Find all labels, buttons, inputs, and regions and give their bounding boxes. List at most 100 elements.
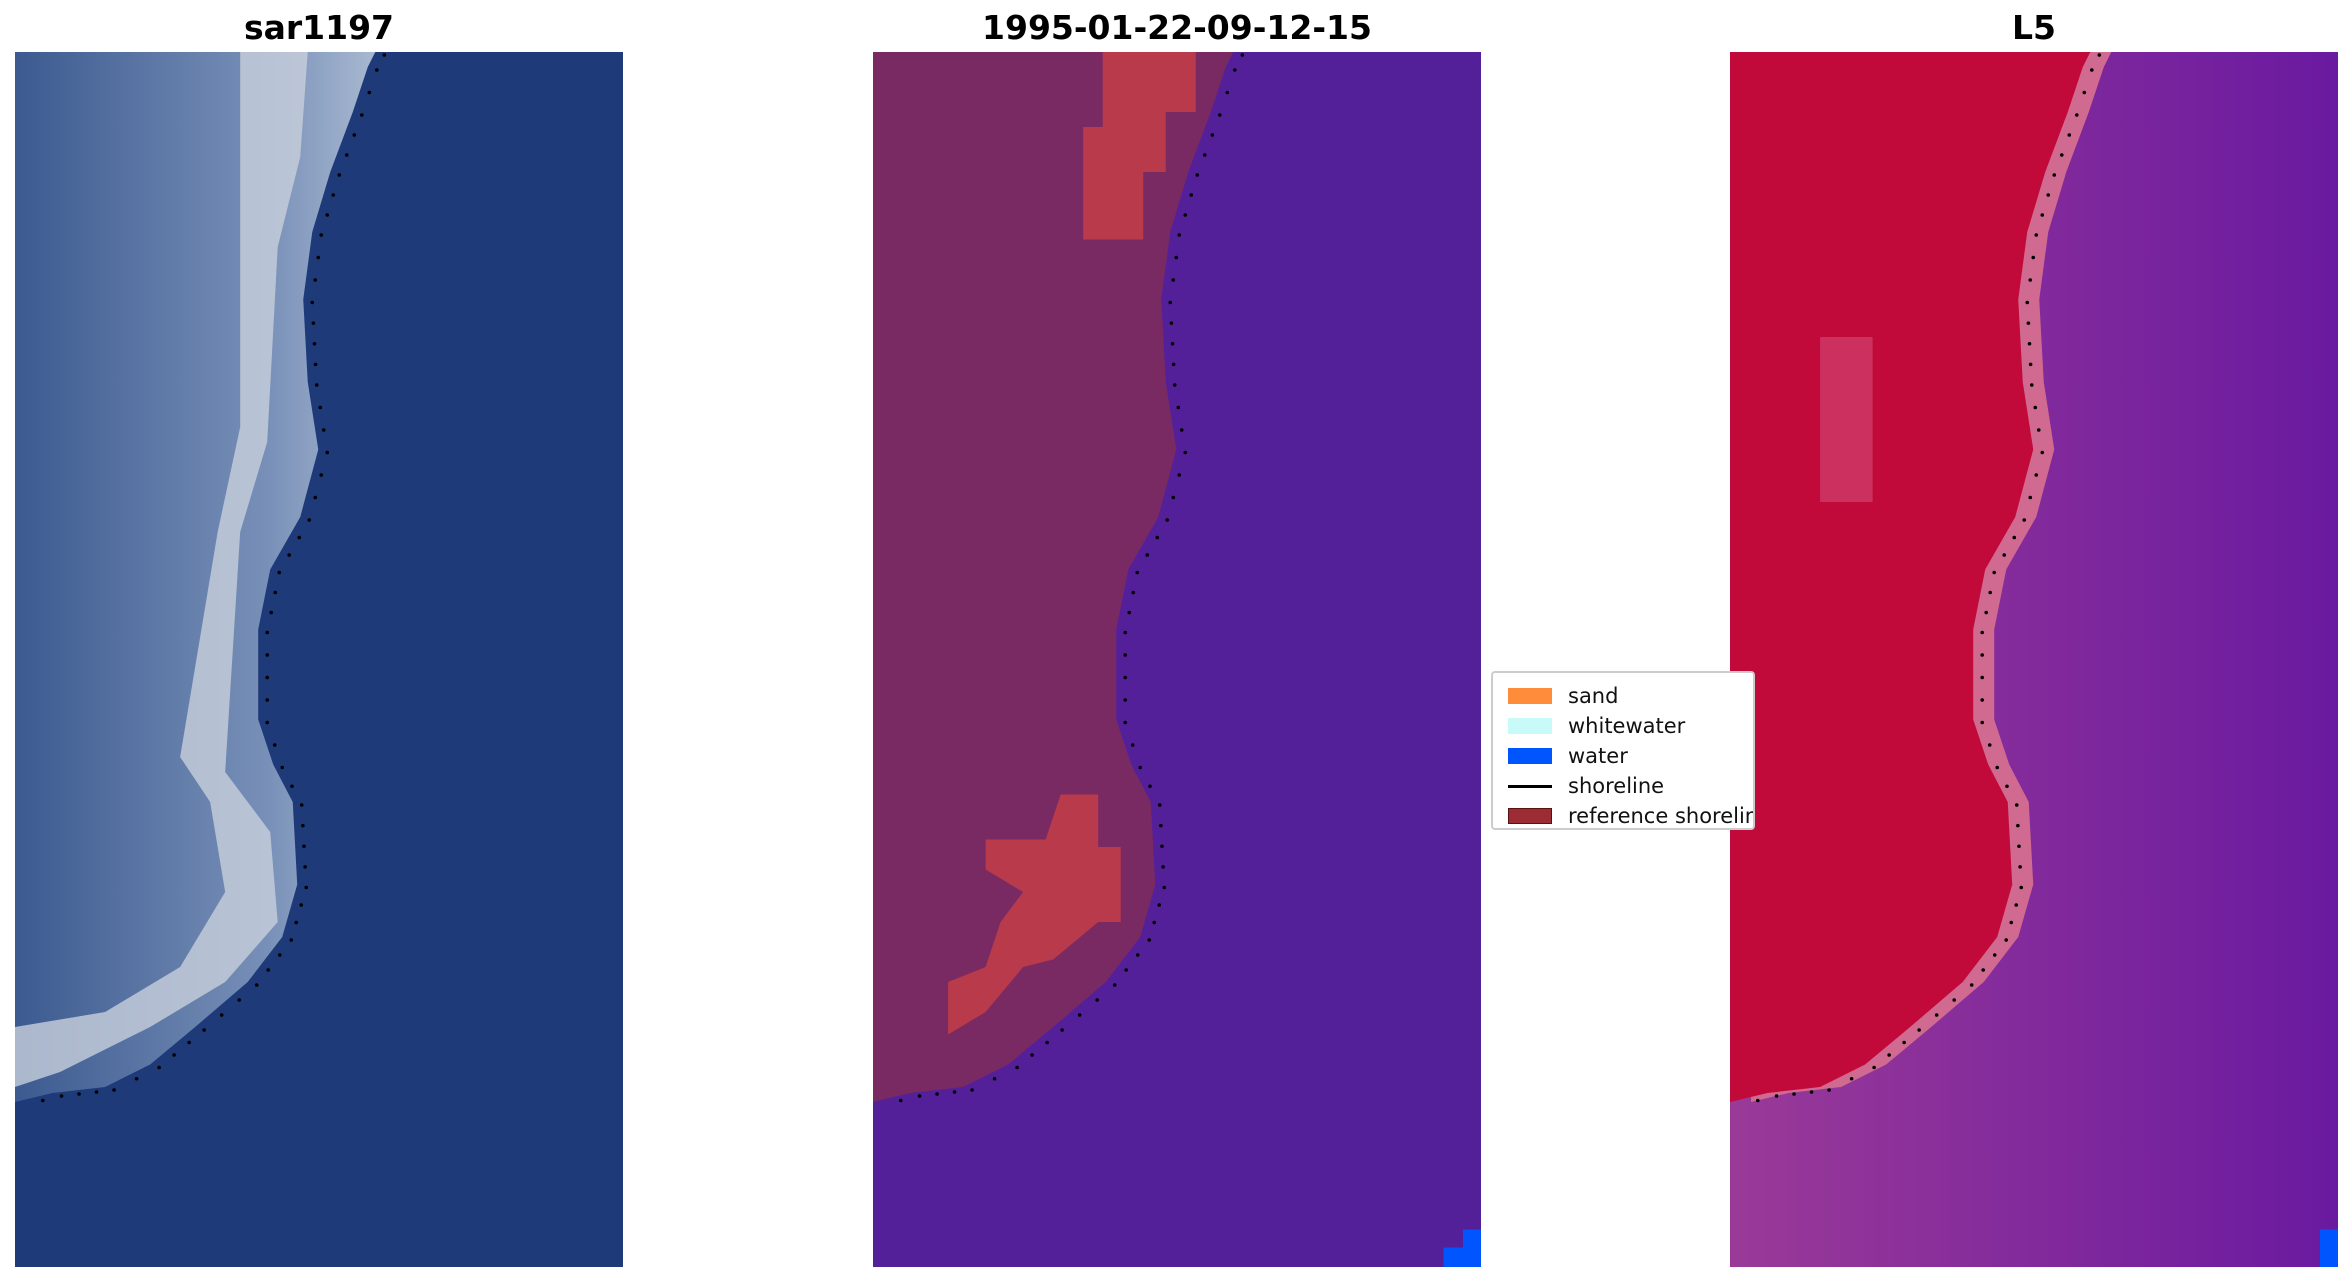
shoreline-point (1969, 983, 1974, 987)
shoreline-point (337, 173, 342, 177)
shoreline-point (1077, 1013, 1082, 1017)
shoreline-point (917, 1094, 922, 1098)
shoreline-point (265, 675, 270, 680)
shoreline-point (307, 518, 312, 522)
shoreline-point (1123, 630, 1128, 635)
shoreline-point (1030, 1053, 1034, 1057)
shoreline-point (2034, 473, 2039, 477)
shoreline-point (2031, 255, 2036, 260)
shoreline-point (269, 610, 274, 615)
shoreline-point (1849, 1076, 1854, 1081)
land-area (873, 52, 1234, 1102)
shoreline-point (2040, 450, 2045, 455)
shoreline-point (1217, 113, 1222, 117)
shoreline-point (1183, 450, 1188, 455)
shoreline-point (1179, 428, 1184, 432)
shoreline-point (325, 213, 330, 217)
shoreline-point (1130, 743, 1135, 747)
shoreline-point (1168, 300, 1173, 305)
shoreline-point (1952, 998, 1956, 1002)
shoreline-point (303, 865, 307, 869)
shoreline-point (952, 1090, 957, 1094)
shoreline-point (2067, 133, 2072, 137)
shoreline-point (2025, 300, 2030, 305)
shoreline-point (254, 983, 259, 987)
whitewater-swatch (1508, 718, 1552, 734)
shoreline-point (352, 133, 357, 137)
shoreline-point (1774, 1094, 1779, 1098)
sand-swatch (1508, 688, 1552, 704)
shoreline-point (265, 698, 270, 702)
shoreline-point (1123, 675, 1128, 680)
shoreline-point (1162, 885, 1167, 890)
shoreline-point (1240, 53, 1245, 57)
shoreline-point (1195, 173, 1200, 177)
shoreline-point (219, 1013, 224, 1017)
shoreline-point (1157, 803, 1162, 807)
shoreline-point (1987, 743, 1992, 747)
shoreline-line-swatch (1508, 784, 1552, 788)
legend-item-whitewater: whitewater (1508, 712, 1685, 740)
reference-shoreline-patch-top (1083, 52, 1196, 240)
shoreline-point (312, 341, 317, 346)
legend-item-sand: sand (1508, 682, 1618, 710)
shoreline-point (2033, 405, 2038, 410)
water-pixel (1443, 1247, 1463, 1267)
land-area (15, 52, 376, 1102)
shoreline-point (2074, 113, 2079, 117)
shoreline-point (299, 803, 304, 807)
shoreline-point (202, 1028, 206, 1032)
water-pixel (1462, 1229, 1481, 1267)
shoreline-point (277, 953, 282, 957)
shoreline-point (1171, 362, 1176, 367)
panel-title-1: sar1197 (243, 8, 395, 47)
shoreline-point (77, 1092, 81, 1096)
shoreline-point (1171, 495, 1176, 500)
shoreline-point (290, 784, 294, 789)
shoreline-point (2089, 68, 2094, 72)
shoreline-point (1980, 698, 1985, 702)
shoreline-point (1135, 953, 1140, 957)
shoreline-point (1980, 630, 1985, 635)
shoreline-point (1123, 653, 1128, 657)
land-light-band (1820, 337, 1873, 502)
shoreline-point (314, 383, 319, 387)
shoreline-point (304, 885, 309, 890)
shoreline-point (1135, 570, 1140, 575)
shoreline-point (287, 553, 292, 557)
shoreline-point (331, 193, 336, 197)
legend-label: water (1568, 744, 1628, 768)
legend-label: reference shoreline (1568, 804, 1755, 828)
rgb-image-panel (15, 52, 623, 1267)
shoreline-point (1123, 720, 1128, 725)
shoreline-point (1177, 233, 1182, 237)
shoreline-point (1980, 720, 1985, 725)
shoreline-point (2019, 885, 2024, 890)
shoreline-point (1127, 610, 1132, 615)
legend-label: sand (1568, 684, 1619, 708)
shoreline-point (898, 1098, 903, 1103)
shoreline-point (1159, 823, 1163, 828)
shoreline-point (2004, 938, 2009, 942)
shoreline-point (2029, 383, 2034, 387)
shoreline-point (2014, 903, 2019, 907)
shoreline-point (2005, 784, 2009, 789)
shoreline-point (1189, 193, 1194, 197)
shoreline-point (1225, 90, 1230, 95)
shoreline-point (2022, 518, 2027, 522)
shoreline-point (1995, 765, 2000, 770)
shoreline-point (1095, 998, 1099, 1002)
shoreline-point (1169, 321, 1174, 325)
shoreline-point (134, 1076, 139, 1081)
shoreline-point (2012, 535, 2017, 540)
shoreline-point (1131, 590, 1136, 595)
shoreline-point (301, 823, 305, 828)
shoreline-point (1124, 968, 1129, 972)
index-panel (1730, 52, 2338, 1267)
shoreline-point (319, 473, 324, 477)
shoreline-point (1123, 698, 1128, 702)
shoreline-point (1917, 1028, 1921, 1032)
shoreline-point (2052, 173, 2057, 177)
shoreline-point (1988, 590, 1993, 595)
shoreline-point (1152, 920, 1157, 925)
